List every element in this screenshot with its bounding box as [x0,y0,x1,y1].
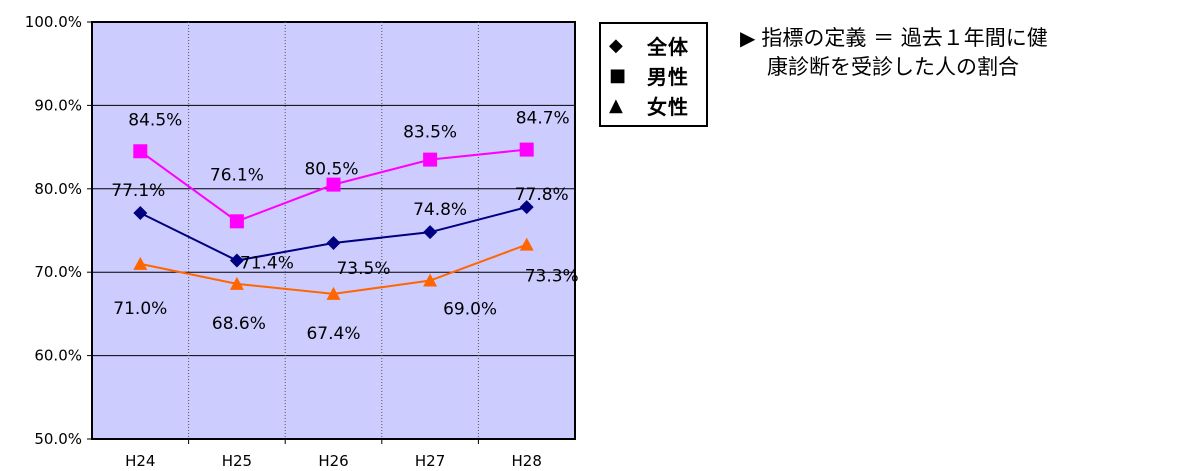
data-label: 84.7% [516,109,570,129]
data-label: 77.8% [515,185,569,205]
point-marker [326,286,341,300]
data-label: 71.4% [240,254,294,274]
data-label: 83.5% [403,123,457,143]
point-marker [229,276,244,290]
point-marker [326,236,341,251]
legend-label: 女性 [647,94,689,119]
plot-area [91,21,576,440]
x-tick-label: H25 [222,452,252,470]
point-marker [423,225,438,240]
point-marker [133,205,148,220]
line-chart: 50.0% 60.0% 70.0% 80.0% 90.0% 100.0% H24 H25 H26… [25,13,579,470]
y-tick-label: 70.0% [34,263,82,281]
legend-label: 全体 [647,34,689,59]
point-marker [133,144,148,159]
point-marker [423,273,438,287]
data-label: 73.5% [336,259,390,279]
legend-item-dansei: ■ 男性 [609,60,706,90]
point-marker [326,177,341,192]
data-label: 67.4% [306,324,360,344]
y-tick-label: 60.0% [34,347,82,365]
data-label: 69.0% [443,300,497,320]
y-tick-label: 100.0% [25,13,82,31]
note-text-2: 康診断を受診した人の割合 [767,55,1019,79]
data-label: 76.1% [210,165,264,185]
note-line-1: ▶ 指標の定義 ＝ 過去１年間に健 [740,24,1048,53]
triangle-icon: ▲ [609,94,623,116]
arrow-right-icon: ▶ [740,26,756,50]
legend-item-josei: ▲ 女性 [609,90,706,120]
point-marker [519,200,534,215]
point-marker [229,253,244,268]
data-label: 68.6% [212,314,266,334]
x-tick-label: H28 [512,452,542,470]
point-marker [423,152,438,167]
definition-note: ▶ 指標の定義 ＝ 過去１年間に健 康診断を受診した人の割合 [740,24,1048,82]
x-tick-label: H26 [318,452,348,470]
point-marker [519,237,534,251]
legend-label: 男性 [647,64,689,89]
data-label: 71.0% [113,299,167,319]
y-tick-label: 90.0% [34,96,82,114]
data-label: 73.3% [525,267,579,287]
data-label: 80.5% [304,160,358,180]
x-tick-label: H27 [415,452,445,470]
square-icon: ■ [609,64,627,86]
data-label: 77.1% [111,181,165,201]
note-text-1: 指標の定義 ＝ 過去１年間に健 [761,26,1048,50]
data-label: 74.8% [413,200,467,220]
point-marker [229,214,244,229]
legend: ◆ 全体 ■ 男性 ▲ 女性 [599,22,708,127]
data-label: 84.5% [128,110,182,130]
data-labels: 77.1% 71.4% 73.5% 74.8% 77.8% 84.5% 76.1% 80.5%… [111,109,578,344]
x-tick-label: H24 [125,452,155,470]
axes: 50.0% 60.0% 70.0% 80.0% 90.0% 100.0% H24 H25 H26… [25,13,542,470]
legend-item-zentai: ◆ 全体 [609,30,706,60]
series-lines [133,142,534,300]
point-marker [519,142,534,157]
diamond-icon: ◆ [609,34,623,56]
y-tick-label: 80.0% [34,180,82,198]
point-marker [133,256,148,270]
y-tick-label: 50.0% [34,430,82,448]
